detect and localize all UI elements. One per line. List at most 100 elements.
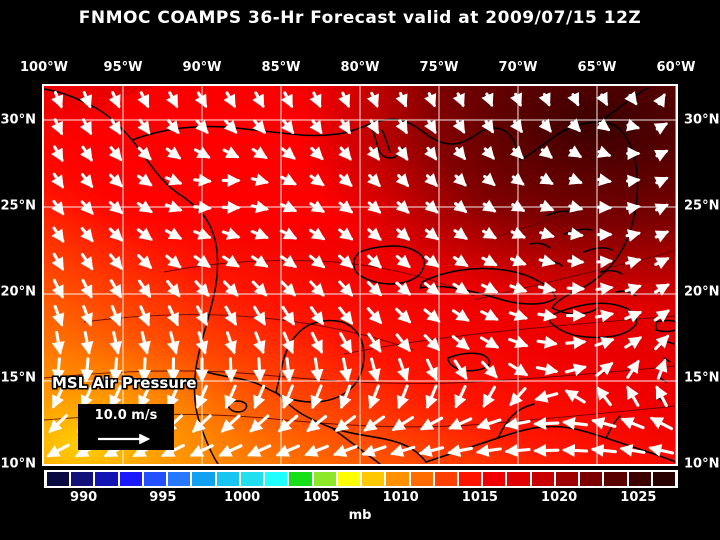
wind-vector xyxy=(452,119,466,134)
colorbar-unit-label: mb xyxy=(348,508,372,523)
longitude-tick-85W: 85°W xyxy=(261,60,301,75)
wind-vector xyxy=(591,417,617,430)
wind-vector xyxy=(280,173,297,186)
wind-vector xyxy=(252,357,266,383)
wind-vector xyxy=(138,357,152,383)
wind-vector xyxy=(452,172,467,187)
wind-vector xyxy=(251,280,268,297)
latitude-tick-right-10N: 10°N xyxy=(684,456,720,472)
wind-vector xyxy=(309,146,324,161)
wind-vector xyxy=(363,415,386,432)
wind-vector xyxy=(566,281,586,295)
colorbar-swatch xyxy=(627,472,652,486)
wind-vector xyxy=(222,254,240,268)
wind-vector xyxy=(161,443,185,458)
wind-vector xyxy=(395,254,411,269)
wind-vector xyxy=(251,146,268,160)
wind-vector xyxy=(253,305,266,326)
wind-vector xyxy=(567,145,583,158)
wind-vector xyxy=(308,227,326,241)
wind-vector xyxy=(508,335,529,349)
wind-vector xyxy=(51,118,64,136)
wind-vector xyxy=(482,199,497,213)
wind-vector xyxy=(596,118,611,132)
wind-vector xyxy=(368,384,381,410)
wind-vector xyxy=(338,306,354,325)
wind-vector xyxy=(164,227,183,240)
wind-vector xyxy=(250,173,270,187)
wind-vector xyxy=(250,254,269,268)
wind-vector xyxy=(51,172,64,189)
wind-vector xyxy=(195,305,208,327)
wind-vector xyxy=(480,308,499,321)
wind-vector xyxy=(195,384,208,409)
wind-vector xyxy=(222,146,240,159)
map-plot-area[interactable] xyxy=(42,84,678,466)
wind-vector xyxy=(510,172,525,186)
wind-vector xyxy=(423,334,441,352)
wind-vector xyxy=(535,362,559,376)
wind-vector xyxy=(249,414,270,433)
wind-vector xyxy=(339,384,352,410)
wind-vector xyxy=(137,118,151,135)
wind-vector xyxy=(481,145,495,160)
wind-vector xyxy=(338,200,354,214)
wind-vector xyxy=(280,91,294,109)
latitude-tick-right-20N: 20°N xyxy=(684,284,720,300)
wind-vector xyxy=(368,357,381,383)
wind-vector xyxy=(564,363,587,377)
wind-vector xyxy=(310,357,324,383)
wind-vector xyxy=(648,444,675,457)
wind-vector xyxy=(166,119,180,135)
wind-vector xyxy=(338,227,354,241)
colorbar-swatch xyxy=(603,472,628,486)
wind-vector xyxy=(508,308,529,321)
colorbar-swatch xyxy=(433,472,458,486)
wind-vector xyxy=(423,281,441,295)
wind-vector xyxy=(51,91,64,109)
wind-vector xyxy=(166,91,179,109)
wind-vector xyxy=(310,331,323,354)
wind-vector xyxy=(508,362,529,377)
wind-vector xyxy=(654,334,670,351)
wind-vector xyxy=(395,173,410,188)
longitude-tick-65W: 65°W xyxy=(577,60,617,75)
figure-title: FNMOC COAMPS 36-Hr Forecast valid at 200… xyxy=(78,8,642,28)
wind-vector xyxy=(51,304,65,327)
wind-vector xyxy=(80,252,94,271)
wind-vectors xyxy=(46,91,675,458)
wind-vector xyxy=(224,331,237,355)
colorbar-swatch xyxy=(385,472,410,486)
wind-vector xyxy=(108,253,123,270)
wind-vector xyxy=(424,92,437,108)
wind-vector xyxy=(338,254,354,269)
wind-vector xyxy=(620,417,645,430)
longitude-tick-100W: 100°W xyxy=(20,60,68,75)
colorbar-swatch xyxy=(361,472,386,486)
wind-vector xyxy=(224,357,238,383)
colorbar-swatch xyxy=(191,472,216,486)
wind-vector xyxy=(80,305,93,327)
wind-vector xyxy=(51,252,65,271)
wind-vector xyxy=(309,119,323,135)
wind-vector xyxy=(367,200,382,214)
colorbar-swatch xyxy=(46,472,71,486)
wind-vector xyxy=(595,91,609,107)
wind-vector xyxy=(510,145,524,160)
wind-vector xyxy=(480,281,499,294)
longitude-tick-75W: 75°W xyxy=(419,60,459,75)
latitude-tick-right-15N: 15°N xyxy=(684,370,720,386)
wind-vector xyxy=(338,146,352,161)
wind-vector xyxy=(166,279,181,298)
wind-vector xyxy=(193,254,211,268)
colorbar-swatch xyxy=(94,472,119,486)
pressure-colorbar[interactable] xyxy=(44,470,678,488)
wind-vector xyxy=(481,172,496,187)
wind-vector xyxy=(423,308,441,323)
wind-vector xyxy=(367,173,381,188)
wind-vector xyxy=(304,444,329,457)
colorbar-swatch xyxy=(336,472,362,486)
wind-vector xyxy=(539,172,554,185)
latitude-tick-left-10N: 10°N xyxy=(0,456,36,472)
